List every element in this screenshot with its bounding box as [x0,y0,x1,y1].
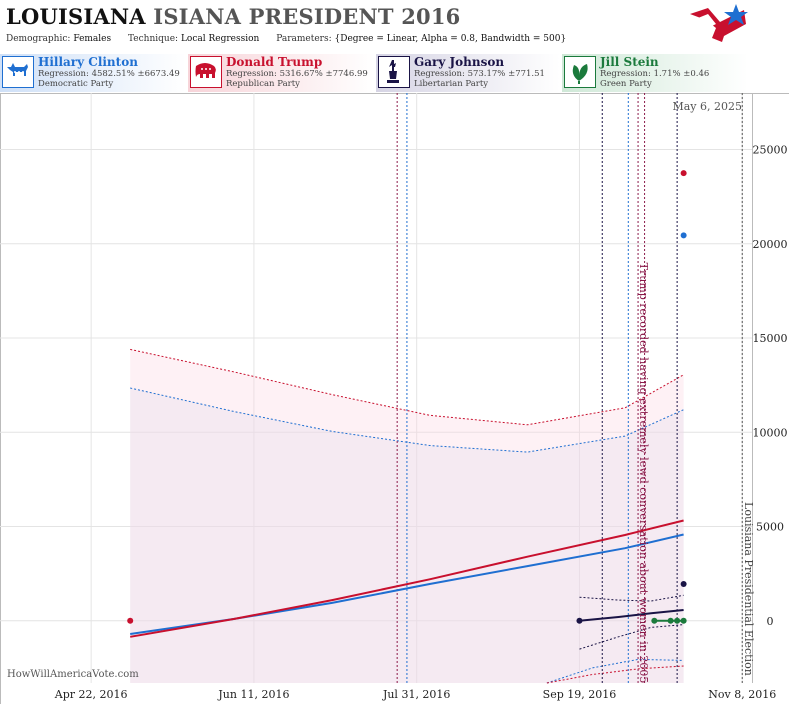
parameters-line: Demographic: Females Technique: Local Re… [6,34,566,44]
candidate-card-johnson[interactable]: Gary Johnson Regression: 573.17% ±771.51… [376,54,560,92]
x-tick-label: Sep 19, 2016 [543,688,617,701]
elephant-icon [190,56,222,88]
data-point [680,170,687,177]
data-point [127,617,134,624]
y-tick-label: 25000 [753,144,788,157]
parameters-value: {Degree = Linear, Alpha = 0.8, Bandwidth… [334,34,567,44]
liberty-statue-icon [378,56,410,88]
data-point [680,617,687,624]
donkey-icon [2,56,34,88]
series-line [130,519,684,638]
band-lower [579,624,684,650]
candidate-party: Republican Party [226,79,300,89]
header: LOUISIANA ISIANA PRESIDENT 2016 Demograp… [0,0,789,93]
title-state: LOUISIANA [6,4,146,29]
demographic-value: Females [73,34,112,44]
series-lines [130,519,684,638]
band-lower [546,665,684,684]
x-tick-label: Apr 22, 2016 [54,688,128,701]
data-point [680,581,687,588]
series-points [127,170,687,624]
leaf-icon [564,56,596,88]
band-upper [130,387,684,453]
annotations: Trump recorded having extremely lewd con… [637,263,755,684]
x-tick-label: Nov 8, 2016 [708,688,776,701]
chart-grid [0,93,752,683]
candidate-party: Democratic Party [38,79,114,89]
band-lower [546,658,684,684]
y-tick-label: 5000 [756,521,784,534]
band-upper [579,594,684,602]
x-tick-label: Jul 31, 2016 [382,688,451,701]
date-stamp: May 6, 2025 [672,100,742,113]
y-tick-label: 0 [767,615,774,628]
page-title: LOUISIANA ISIANA PRESIDENT 2016 [6,4,460,29]
band-fill [130,349,684,683]
candidate-regression: Regression: 5316.67% ±7746.99 [226,69,368,79]
data-point [576,617,583,624]
candidate-name: Gary Johnson [414,55,505,69]
candidate-regression: Regression: 4582.51% ±6673.49 [38,69,180,79]
candidate-card-stein[interactable]: Jill Stein Regression: 1.71% ±0.46 Green… [562,54,748,92]
candidate-regression: Regression: 1.71% ±0.46 [600,69,710,79]
regression-chart: 0 5000 10000 15000 20000 25000 Apr 22, 2016 Ju… [0,93,789,704]
data-point [651,617,658,624]
y-tick-label: 20000 [753,238,788,251]
y-tick-label: 10000 [753,426,788,439]
data-point [680,232,687,239]
y-axis-ticks: 0 5000 10000 15000 20000 25000 [753,144,788,628]
technique-value: Local Regression [180,34,260,44]
watermark: HowWillAmericaVote.com [7,669,139,680]
annotation-lewd-tape: Trump recorded having extremely lewd con… [637,263,650,684]
parameters-label: Parameters: [276,34,332,44]
annotation-election: Louisiana Presidential Election [742,502,755,676]
y-tick-label: 15000 [753,332,788,345]
x-tick-label: Jun 11, 2016 [217,688,289,701]
band-fill [130,388,684,683]
title-rest: ISIANA PRESIDENT 2016 [153,4,461,29]
candidate-party: Libertarian Party [414,79,489,89]
candidate-regression: Regression: 573.17% ±771.51 [414,69,545,79]
confidence-bands [130,348,684,684]
data-point [667,617,674,624]
candidate-card-clinton[interactable]: Hillary Clinton Regression: 4582.51% ±66… [0,54,186,92]
demographic-label: Demographic: [6,34,71,44]
candidate-name: Hillary Clinton [38,55,138,69]
candidate-name: Jill Stein [600,55,659,69]
data-point [674,617,681,624]
candidate-party: Green Party [600,79,652,89]
candidate-card-trump[interactable]: Donald Trump Regression: 5316.67% ±7746.… [188,54,374,92]
technique-label: Technique: [128,34,179,44]
x-axis-ticks: Apr 22, 2016 Jun 11, 2016 Jul 31, 2016 Sep … [54,688,776,701]
series-line [579,609,684,622]
candidate-name: Donald Trump [226,55,323,69]
site-logo[interactable] [686,2,752,48]
candidate-legend: Hillary Clinton Regression: 4582.51% ±66… [0,54,789,93]
